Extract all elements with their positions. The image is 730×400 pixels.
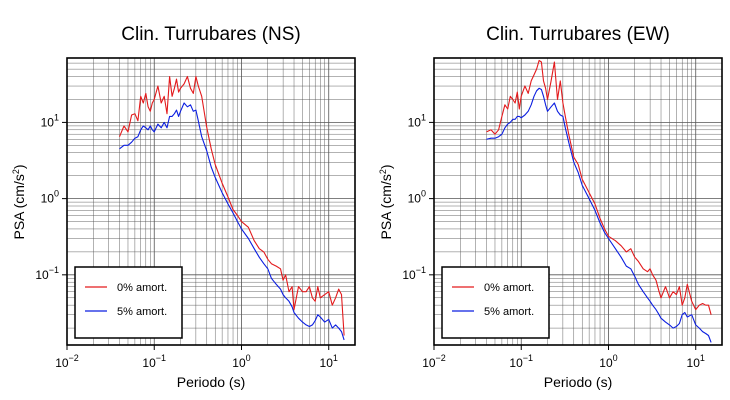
x-tick-label: 10−2 [55, 353, 79, 370]
x-tick-label: 101 [320, 353, 338, 370]
chart-title: Clin. Turrubares (NS) [121, 24, 301, 45]
x-axis-label: Periodo (s) [177, 374, 245, 390]
y-tick-label: 10−1 [402, 265, 426, 282]
plot-area: 10−2 10−1 100 101 10−1 100 101 [35, 57, 356, 370]
x-tick-label: 101 [687, 353, 705, 370]
chart-title: Clin. Turrubares (EW) [486, 24, 670, 45]
y-tick-label: 101 [408, 112, 426, 129]
x-tick-label: 10−1 [142, 353, 166, 370]
x-tick-label: 10−1 [509, 353, 533, 370]
y-tick-label: 100 [41, 189, 59, 206]
x-tick-label: 10−2 [422, 353, 446, 370]
chart-panel-ew: Clin. Turrubares (EW) Periodo (s) PSA (c… [378, 24, 723, 390]
series-line-undamped [486, 59, 712, 315]
y-tick-label: 10−1 [35, 265, 59, 282]
x-tick-label: 100 [599, 353, 617, 370]
y-tick-label: 101 [41, 112, 59, 129]
legend: 0% amort. 5% amort. [441, 266, 550, 339]
series-line-damped [486, 87, 712, 343]
y-axis-label: PSA (cm/s2) [378, 164, 394, 239]
plot-frame [66, 57, 356, 346]
legend-label-undamped: 0% amort. [117, 282, 167, 294]
y-tick-label: 100 [408, 189, 426, 206]
legend-label-undamped: 0% amort. [484, 282, 534, 294]
series-line-undamped [118, 75, 345, 336]
legend-box [74, 266, 183, 339]
legend-box [441, 266, 550, 339]
x-tick-label: 100 [232, 353, 250, 370]
plot-frame [433, 57, 723, 346]
legend: 0% amort. 5% amort. [74, 266, 183, 339]
series-line-damped [119, 102, 345, 341]
y-axis-label: PSA (cm/s2) [11, 164, 27, 239]
legend-label-damped: 5% amort. [484, 306, 534, 318]
legend-label-damped: 5% amort. [117, 306, 167, 318]
x-axis-label: Periodo (s) [544, 374, 612, 390]
chart-panel-ns: Clin. Turrubares (NS) Periodo (s) PSA (c… [11, 24, 356, 390]
